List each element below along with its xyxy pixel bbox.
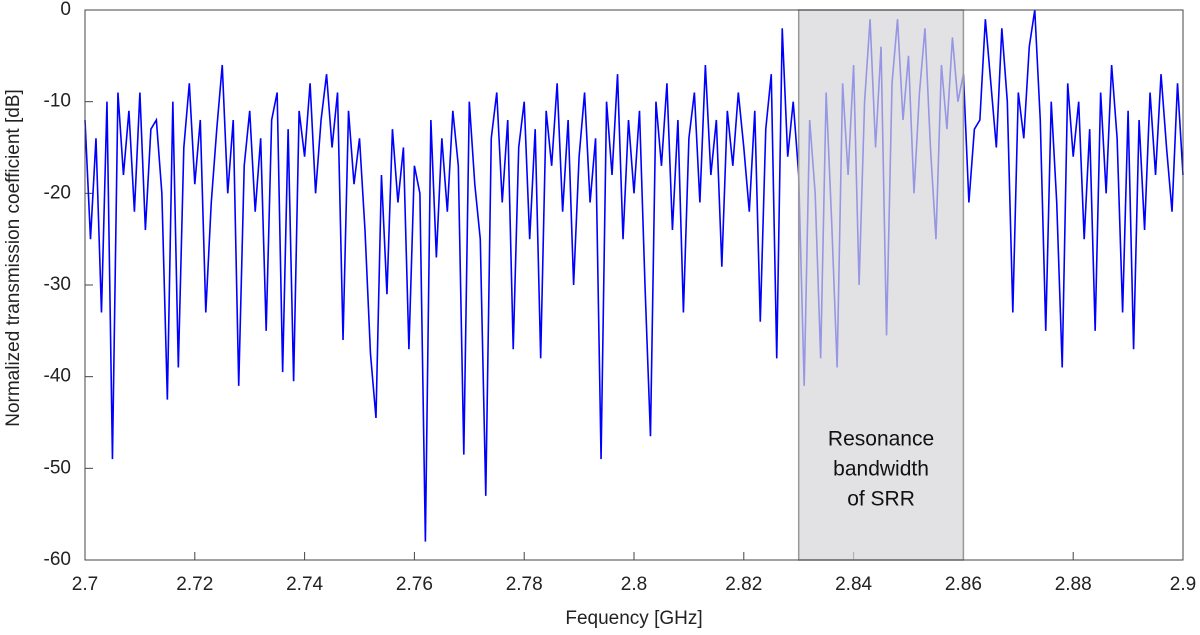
x-tick-label: 2.72	[176, 574, 213, 595]
y-tick-label: -10	[44, 91, 71, 112]
x-tick-label: 2.9	[1170, 574, 1196, 595]
x-tick-label: 2.78	[506, 574, 543, 595]
y-tick-label: -60	[44, 549, 71, 570]
y-tick-label: 0	[60, 0, 71, 20]
y-tick-label: -30	[44, 274, 71, 295]
x-tick-label: 2.74	[286, 574, 323, 595]
y-tick-label: -20	[44, 182, 71, 203]
y-tick-label: -40	[44, 366, 71, 387]
annotation: of SRR	[847, 488, 915, 511]
x-tick-label: 2.82	[725, 574, 762, 595]
x-tick-label: 2.7	[72, 574, 98, 595]
y-axis-label: Normalized transmission coefficient [dB]	[3, 89, 24, 427]
annotation: Resonance	[828, 428, 934, 451]
x-tick-label: 2.88	[1055, 574, 1092, 595]
data-line	[84, 9, 1184, 542]
annotation: bandwidth	[833, 458, 929, 481]
x-tick-label: 2.84	[835, 574, 872, 595]
x-axis-label: Fequency [GHz]	[565, 608, 702, 629]
y-tick-label: -50	[44, 457, 71, 478]
x-tick-label: 2.8	[621, 574, 647, 595]
x-tick-label: 2.76	[396, 574, 433, 595]
x-tick-label: 2.86	[945, 574, 982, 595]
plot-frame	[84, 9, 1184, 561]
